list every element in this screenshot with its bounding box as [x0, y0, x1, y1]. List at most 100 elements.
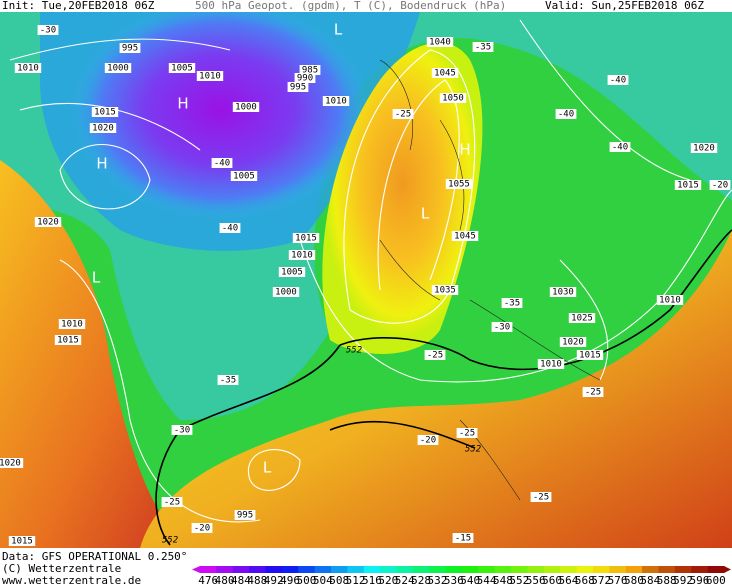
colorbar-tick-label: 516	[362, 574, 382, 587]
valid-time: Valid: Sun,25FEB2018 06Z	[545, 0, 704, 12]
colorbar-tick-label: 560	[542, 574, 562, 587]
pressure-center: H	[96, 155, 107, 173]
website: www.wetterzentrale.de	[2, 574, 141, 587]
colorbar-cell	[642, 566, 659, 573]
label-bg	[424, 350, 446, 360]
isobar-label: 1010	[659, 296, 681, 306]
data-source: Data: GFS OPERATIONAL 0.250°	[2, 550, 187, 563]
isobar-label: 1045	[434, 69, 456, 79]
colorbar-tick-label: 588	[657, 574, 677, 587]
colorbar-tick-label: 556	[526, 574, 546, 587]
colorbar: 4764804844884924965005045085125165205245…	[192, 566, 731, 587]
colorbar-cell	[625, 566, 643, 573]
label-bg	[674, 180, 702, 190]
copyright: (C) Wetterzentrale	[2, 562, 121, 575]
isobar-label: 1025	[571, 314, 593, 324]
label-bg	[288, 250, 316, 260]
isobar-label: 1010	[61, 320, 83, 330]
label-bg	[439, 93, 467, 103]
isobar-label: 1010	[17, 64, 39, 74]
label-bg	[431, 285, 459, 295]
isobar-label: 1050	[442, 94, 464, 104]
label-bg	[445, 179, 473, 189]
isobar-label: 1015	[94, 108, 116, 118]
colorbar-tick-label: 552	[509, 574, 529, 587]
label-bg	[431, 68, 459, 78]
isobar-label: 1020	[562, 338, 584, 348]
label-bg	[272, 287, 300, 297]
label-bg	[576, 350, 604, 360]
colorbar-tick-label: 484	[231, 574, 251, 587]
isobar-label: 1055	[448, 180, 470, 190]
label-bg	[456, 428, 478, 438]
label-bg	[171, 425, 193, 435]
colorbar-tick-label: 496	[280, 574, 300, 587]
label-bg	[451, 231, 479, 241]
label-bg	[709, 180, 731, 190]
label-bg	[119, 43, 141, 53]
label-bg	[37, 25, 59, 35]
isobar-label: 995	[237, 511, 253, 521]
label-bg	[217, 375, 239, 385]
colorbar-cell	[445, 566, 463, 573]
label-bg	[609, 142, 631, 152]
colorbar-tick-label: 580	[624, 574, 644, 587]
colorbar-cell	[347, 566, 365, 573]
colorbar-tick-label: 576	[608, 574, 628, 587]
colorbar-tick-label: 512	[346, 574, 366, 587]
colorbar-cell	[494, 566, 512, 573]
label-bg	[294, 73, 316, 83]
colorbar-cell	[363, 566, 381, 573]
temperature-label: -40	[612, 143, 628, 153]
label-bg	[549, 287, 577, 297]
isobar-label: 1015	[295, 234, 317, 244]
colorbar-tick-label: 600	[706, 574, 726, 587]
init-time: Init: Tue,20FEB2018 06Z	[2, 0, 155, 12]
colorbar-tick-label: 540	[460, 574, 480, 587]
colorbar-tick-label: 488	[247, 574, 267, 587]
colorbar-tick-label: 508	[329, 574, 349, 587]
isobar-label: 1020	[0, 459, 21, 469]
colorbar-cell	[314, 566, 332, 573]
colorbar-tick-label: 532	[428, 574, 448, 587]
isobar-label: 1005	[281, 268, 303, 278]
label-bg	[582, 387, 604, 397]
label-bg	[392, 109, 414, 119]
isobar-label: 1010	[291, 251, 313, 261]
isobar-label: 1015	[579, 351, 601, 361]
colorbar-cell	[265, 566, 283, 573]
temperature-label: -30	[174, 426, 190, 436]
colorbar-cell	[249, 566, 266, 573]
map-title: 500 hPa Geopot. (gpdm), T (C), Bodendruc…	[195, 0, 506, 12]
colorbar-arrow	[192, 566, 200, 573]
geopotential-label: 552	[465, 445, 481, 455]
temperature-label: -20	[194, 524, 210, 534]
isobar-label: 1040	[429, 38, 451, 48]
label-bg	[292, 233, 320, 243]
isobar-label: 1020	[37, 218, 59, 228]
colorbar-cell	[281, 566, 299, 573]
colorbar-cell	[511, 566, 528, 573]
colorbar-tick-label: 568	[575, 574, 595, 587]
colorbar-cell	[527, 566, 545, 573]
temperature-label: -25	[585, 388, 601, 398]
colorbar-tick-label: 536	[444, 574, 464, 587]
label-bg	[656, 295, 684, 305]
label-bg	[191, 523, 213, 533]
label-bg	[491, 322, 513, 332]
isobar-label: 1030	[552, 288, 574, 298]
label-bg	[161, 497, 183, 507]
colorbar-tick-label: 528	[411, 574, 431, 587]
pressure-center: L	[421, 205, 430, 223]
isobar-label: 1020	[693, 144, 715, 154]
label-bg	[537, 359, 565, 369]
colorbar-tick-label: 584	[640, 574, 660, 587]
colorbar-tick-label: 476	[198, 574, 218, 587]
temperature-label: -25	[533, 493, 549, 503]
colorbar-cell	[412, 566, 430, 573]
map-field	[0, 12, 732, 548]
colorbar-cell	[331, 566, 348, 573]
temperature-label: -40	[558, 110, 574, 120]
temperature-label: -25	[459, 429, 475, 439]
